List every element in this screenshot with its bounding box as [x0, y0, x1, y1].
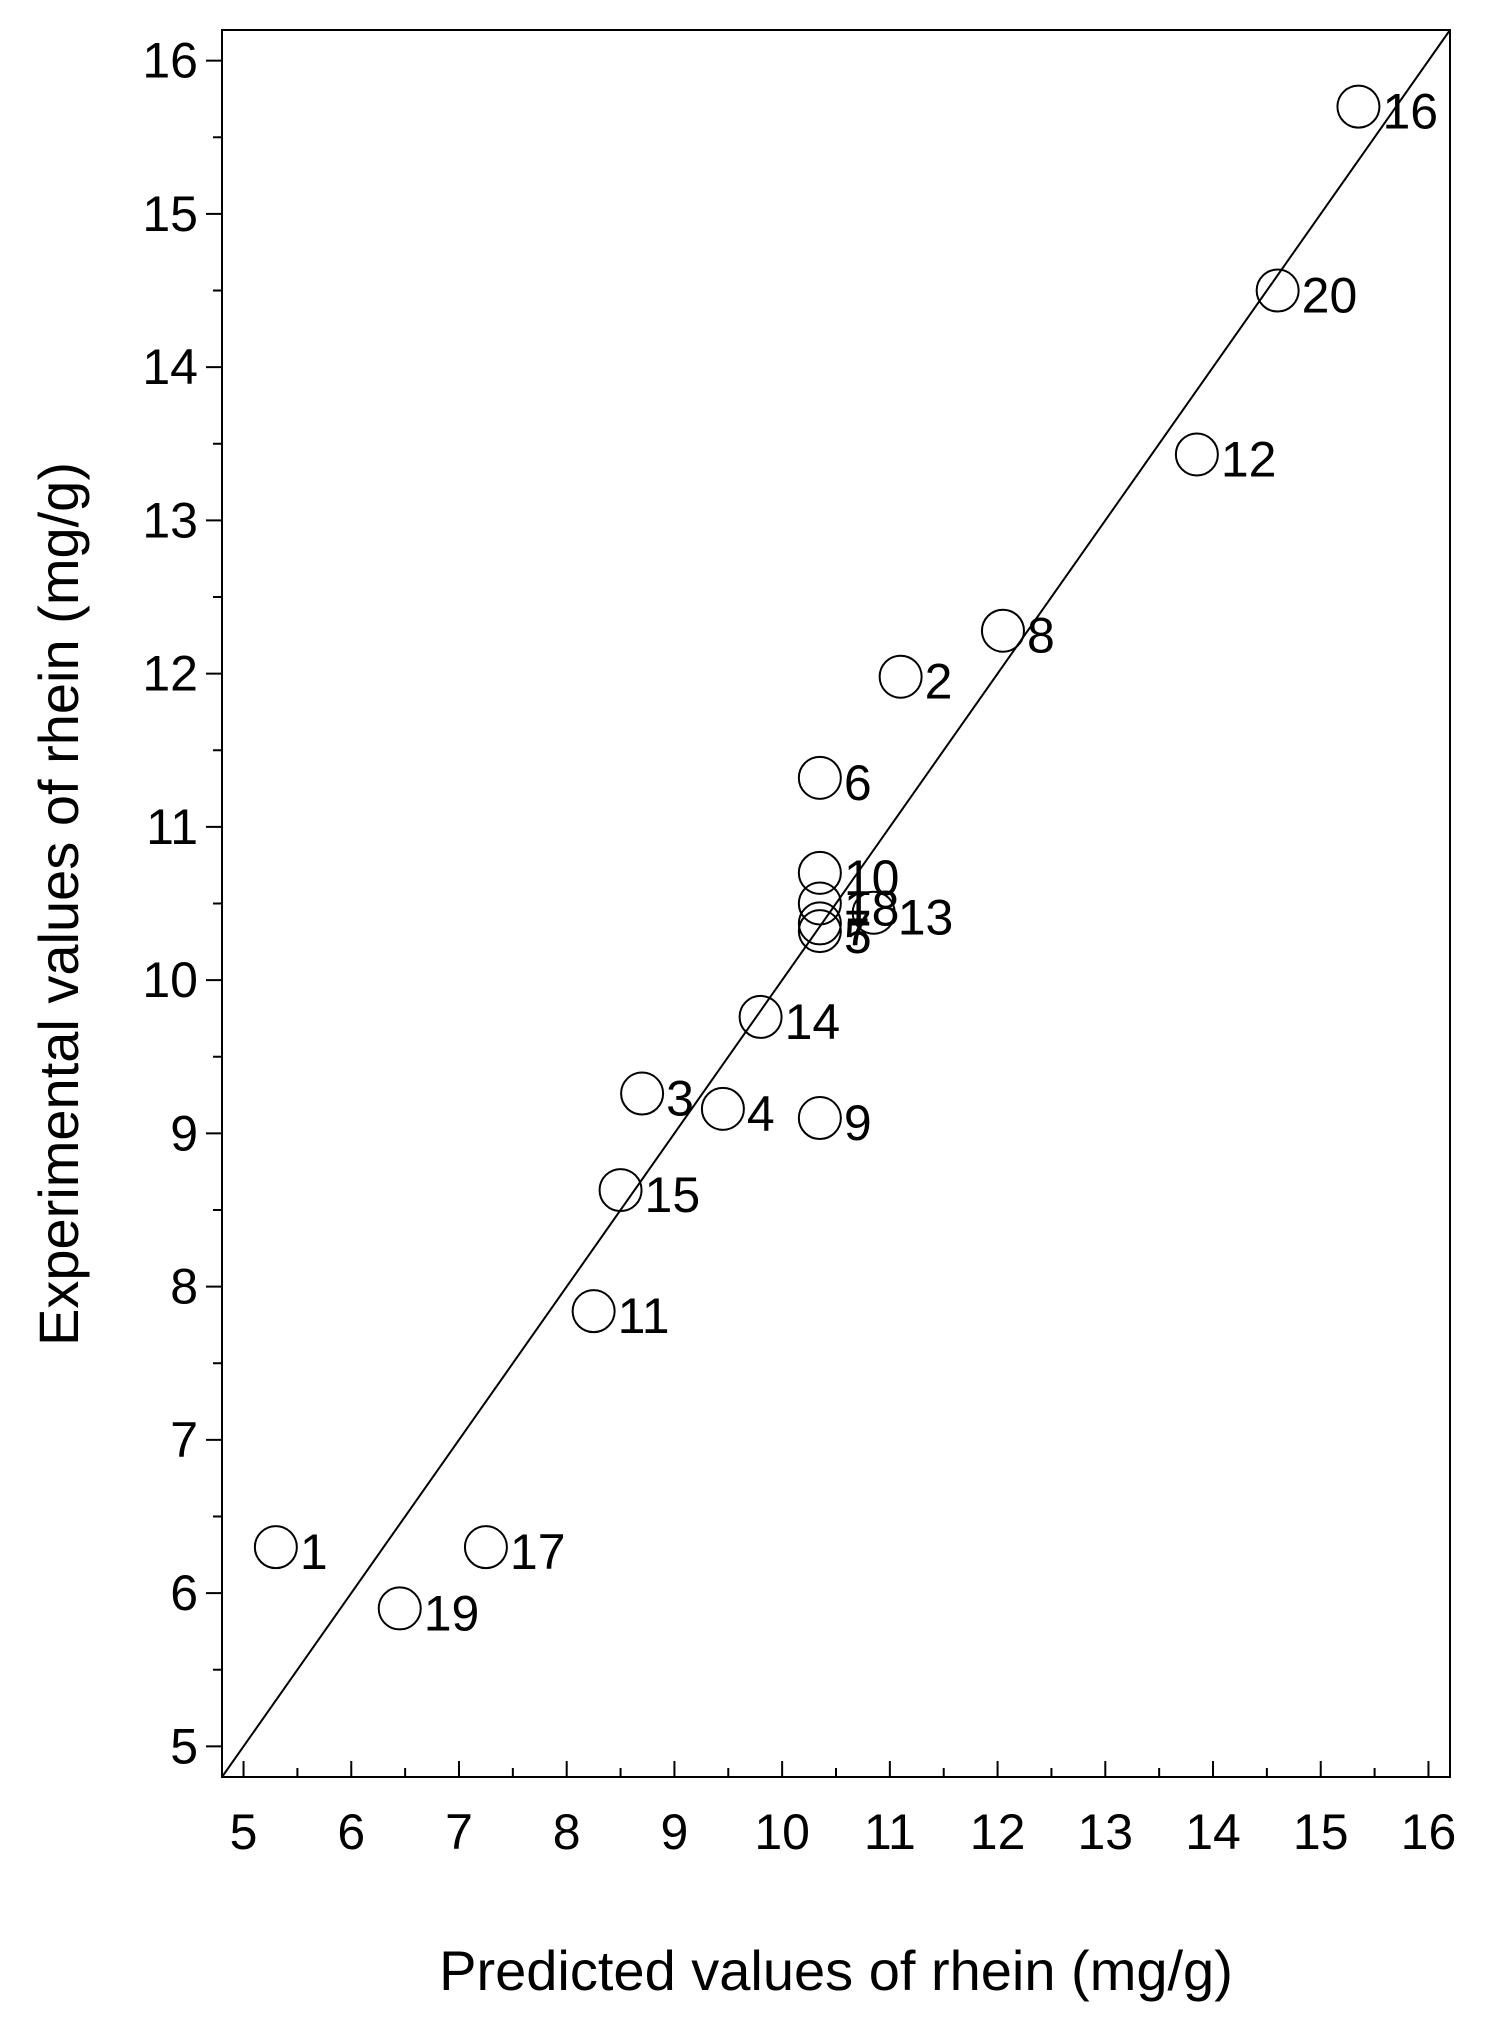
y-axis-ticks: 5 6 7 8 9 10 11 12 13 14 15 16 — [142, 33, 222, 1774]
x-tick-label: 14 — [1185, 1804, 1241, 1860]
y-tick-label: 9 — [170, 1105, 198, 1161]
y-tick-label: 12 — [142, 646, 198, 702]
x-axis-ticks: 5 6 7 8 9 10 11 12 13 14 15 16 — [230, 1761, 1457, 1860]
data-point-label: 12 — [1221, 431, 1277, 487]
x-tick-label: 7 — [445, 1804, 473, 1860]
x-axis-label: Predicted values of rhein (mg/g) — [439, 1939, 1233, 2002]
data-point-label: 20 — [1302, 268, 1358, 324]
data-point — [797, 881, 842, 926]
data-point-label: 2 — [925, 654, 953, 710]
data-point — [1255, 268, 1300, 313]
y-tick-label: 14 — [142, 339, 198, 395]
data-point-label: 8 — [1027, 608, 1055, 664]
data-point — [797, 901, 842, 946]
data-point-label: 15 — [645, 1167, 701, 1223]
data-point — [1336, 84, 1381, 129]
data-point — [797, 755, 842, 800]
y-tick-label: 6 — [170, 1565, 198, 1621]
x-tick-label: 16 — [1401, 1804, 1457, 1860]
data-point-label: 11 — [618, 1288, 670, 1344]
y-axis-label: Experimental values of rhein (mg/g) — [27, 462, 90, 1346]
data-point — [851, 890, 896, 935]
data-point-label: 16 — [1382, 84, 1438, 140]
y-tick-label: 13 — [142, 492, 198, 548]
data-point — [878, 654, 923, 699]
y-tick-label: 10 — [142, 952, 198, 1008]
x-tick-label: 9 — [661, 1804, 689, 1860]
data-point-label: 19 — [424, 1585, 480, 1641]
data-point — [1174, 432, 1219, 477]
data-point — [797, 850, 842, 895]
y-tick-label: 8 — [170, 1259, 198, 1315]
x-tick-label: 11 — [864, 1804, 916, 1860]
data-point — [377, 1586, 422, 1631]
y-tick-label: 16 — [142, 33, 198, 89]
data-point-label: 7 — [844, 900, 872, 956]
data-point — [463, 1525, 508, 1570]
data-point-label: 13 — [898, 890, 954, 946]
data-point-label: 1 — [300, 1524, 328, 1580]
data-point-label: 18 — [844, 881, 900, 937]
y-tick-label: 5 — [170, 1718, 198, 1774]
data-point — [738, 994, 783, 1039]
data-point-label: 9 — [844, 1095, 872, 1151]
data-point — [980, 608, 1025, 653]
data-point-label: 6 — [844, 755, 872, 811]
x-tick-label: 15 — [1293, 1804, 1349, 1860]
data-point-label: 10 — [844, 850, 900, 906]
data-point — [253, 1525, 298, 1570]
x-tick-label: 10 — [754, 1804, 810, 1860]
x-tick-label: 8 — [553, 1804, 581, 1860]
data-point — [797, 909, 842, 954]
data-point — [797, 1096, 842, 1141]
data-point-label: 14 — [785, 994, 841, 1050]
data-point-label: 5 — [844, 908, 872, 964]
identity-line — [221, 29, 1451, 1778]
data-point-label: 4 — [747, 1086, 775, 1142]
y-tick-label: 15 — [142, 186, 198, 242]
data-point — [571, 1289, 616, 1334]
y-tick-label: 11 — [146, 799, 198, 855]
data-point-label: 17 — [510, 1524, 566, 1580]
x-tick-label: 5 — [230, 1804, 258, 1860]
x-tick-label: 12 — [970, 1804, 1026, 1860]
data-point — [598, 1168, 643, 1213]
data-point — [700, 1086, 745, 1131]
x-tick-label: 6 — [337, 1804, 365, 1860]
data-point — [620, 1071, 665, 1116]
y-tick-label: 7 — [170, 1412, 198, 1468]
data-point-label: 3 — [666, 1071, 694, 1127]
x-tick-label: 13 — [1077, 1804, 1133, 1860]
